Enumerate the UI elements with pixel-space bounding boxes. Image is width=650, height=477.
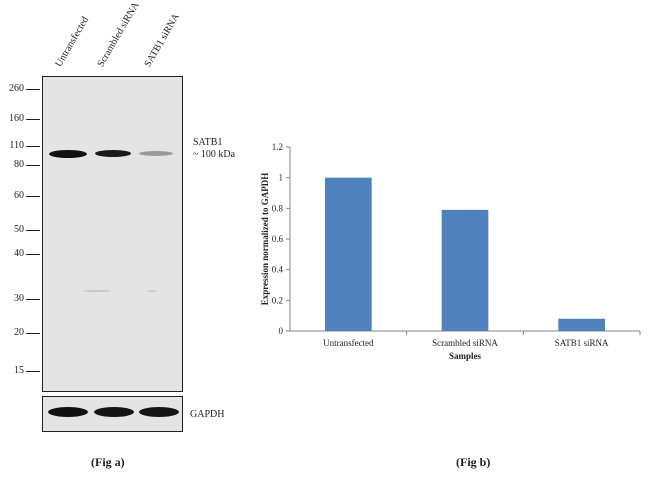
mw-marker-20: 20 [14,327,24,338]
mw-tick [26,299,40,300]
mw-tick [26,165,40,166]
mw-marker-80: 80 [14,159,24,170]
bar [441,209,489,331]
caption-fig-a: (Fig a) [91,455,125,469]
y-tick-label: 1.2 [272,142,283,152]
western-blot-gapdh [42,396,183,432]
target-label: SATB1 [193,137,223,148]
y-tick-label: 0.8 [272,203,284,213]
x-axis-title: Samples [449,351,482,361]
mw-marker-30: 30 [14,293,24,304]
mw-tick [26,333,40,334]
y-tick-label: 0 [279,326,284,336]
y-axis-title: Expression normalized to GAPDH [260,173,270,306]
bar [558,318,605,331]
mw-tick [26,371,40,372]
gapdh-band-scrambled [94,407,134,417]
mw-marker-260: 260 [9,83,24,94]
mw-tick [26,230,40,231]
x-tick-label: SATB1 siRNA [555,338,609,348]
y-tick-label: 1 [279,173,284,183]
faint-band [83,290,111,292]
mw-tick [26,146,40,147]
faint-band [147,290,157,292]
mw-marker-110: 110 [9,140,24,151]
mw-marker-60: 60 [14,190,24,201]
y-tick-label: 0.6 [272,234,284,244]
x-tick-label: Scrambled siRNA [432,338,498,348]
gapdh-band-untransfected [48,407,88,417]
y-tick-label: 0.2 [272,295,283,305]
gapdh-band-satb1 [139,407,179,417]
mw-marker-15: 15 [14,365,24,376]
target-size-label: ~ 100 kDa [193,149,236,160]
mw-marker-160: 160 [9,113,24,124]
mw-tick [26,89,40,90]
satb1-band-scrambled [95,150,131,157]
mw-marker-50: 50 [14,224,24,235]
caption-fig-b: (Fig b) [456,455,491,469]
x-tick-label: Untransfected [323,338,374,348]
y-tick-label: 0.4 [272,265,284,275]
mw-tick [26,254,40,255]
mw-tick [26,119,40,120]
loading-control-label: GAPDH [190,409,225,420]
bar [325,177,372,331]
satb1-band-untransfected [49,150,87,158]
satb1-band-satb1 [139,151,173,156]
western-blot-main [42,76,183,392]
mw-marker-40: 40 [14,248,24,259]
mw-tick [26,196,40,197]
